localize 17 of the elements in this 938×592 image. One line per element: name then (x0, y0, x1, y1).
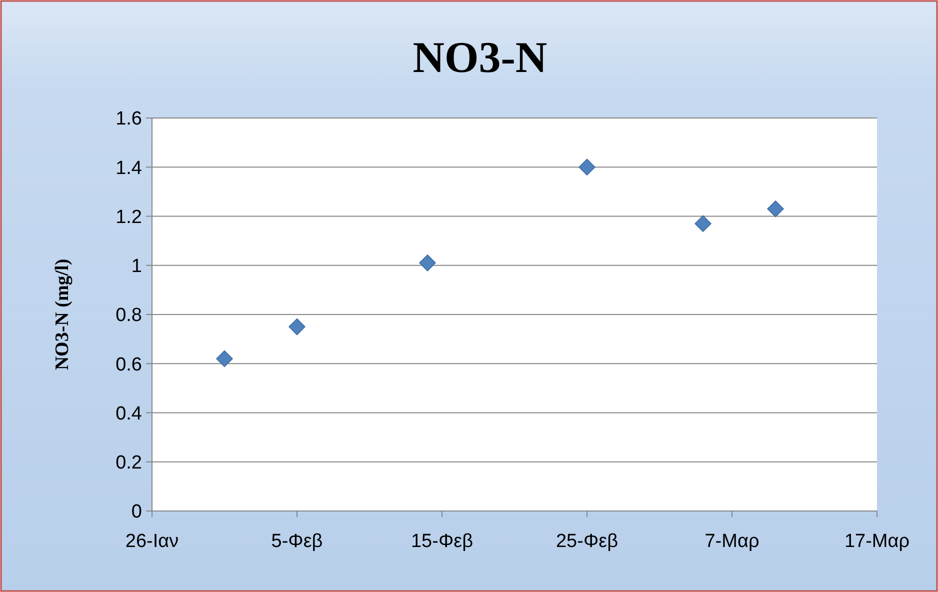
y-tick-label: 1.6 (116, 108, 142, 130)
y-tick-label: 0.4 (116, 403, 142, 424)
y-tick-label: 1 (131, 256, 142, 278)
y-tick-label: 0 (131, 502, 142, 523)
x-tick-label: 5-Φεβ (271, 531, 323, 552)
x-tick-label: 15-Φεβ (410, 531, 474, 552)
y-tick-label: 0.2 (116, 452, 142, 474)
x-tick-label: 7-Μαρ (704, 531, 760, 552)
y-tick-label: 1.4 (116, 158, 142, 179)
y-tick-label: 0.8 (116, 305, 142, 326)
x-tick-label: 26-Ιαν (125, 531, 179, 552)
y-tick-label: 1.2 (116, 206, 142, 228)
x-tick-label: 17-Μαρ (844, 531, 910, 552)
x-tick-label: 25-Φεβ (556, 531, 618, 552)
y-tick-label: 0.6 (116, 354, 142, 376)
y-axis-title: NO3-N (mg/l) (52, 258, 73, 370)
chart-title: NO3-N (412, 33, 548, 82)
